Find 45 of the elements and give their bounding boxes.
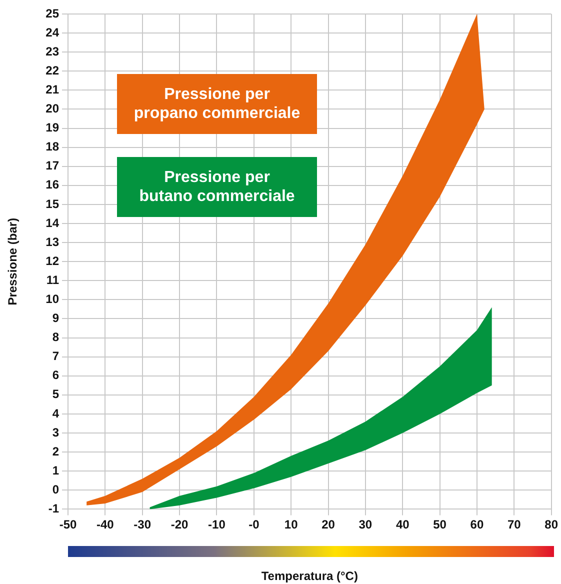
y-tick-label: 24 <box>46 25 60 40</box>
y-tick-label: 19 <box>46 120 60 135</box>
x-tick-label: -30 <box>134 518 152 532</box>
y-tick-label: 21 <box>46 82 60 96</box>
text: Pressione per butano commerciale <box>139 168 295 205</box>
y-tick-label: 13 <box>46 234 60 249</box>
x-tick-label: 80 <box>544 518 558 532</box>
y-tick-label: 16 <box>46 178 60 192</box>
x-tick-label: 60 <box>470 518 484 532</box>
y-tick-label: 12 <box>46 254 60 268</box>
x-tick-label: 10 <box>284 518 298 532</box>
y-tick-label: 7 <box>52 349 60 364</box>
x-tick-label: -0 <box>248 518 260 532</box>
y-tick-label: 18 <box>46 140 60 154</box>
y-tick-label: 9 <box>52 311 60 326</box>
y-tick-label: 1 <box>52 463 60 478</box>
y-tick-label: 14 <box>46 216 60 230</box>
x-axis-title: Temperatura (°C) <box>261 569 358 584</box>
x-tick-label: -10 <box>208 518 226 532</box>
x-tick-label: -50 <box>59 518 77 532</box>
x-tick-label: 20 <box>322 518 336 532</box>
y-tick-label: 3 <box>52 425 60 440</box>
y-tick-label: 15 <box>46 196 60 211</box>
x-tick-label: 40 <box>396 518 410 532</box>
x-tick-label: -20 <box>170 518 189 532</box>
y-tick-label: -1 <box>48 502 60 516</box>
y-tick-label: 23 <box>46 44 60 58</box>
y-tick-label: 22 <box>46 63 60 78</box>
y-tick-label: 17 <box>46 158 60 173</box>
y-tick-label: 10 <box>46 292 60 306</box>
y-tick-label: 4 <box>52 406 60 420</box>
y-tick-label: 25 <box>46 6 60 20</box>
y-tick-label: 6 <box>52 368 60 382</box>
x-tick-label: 30 <box>358 518 372 532</box>
x-tick-label: -40 <box>96 518 114 532</box>
x-tick-label: 50 <box>433 518 447 532</box>
text: Pressione per propano commerciale <box>134 86 300 122</box>
y-tick-label: 5 <box>52 387 60 402</box>
y-tick-label: 0 <box>52 482 60 496</box>
x-tick-label: 70 <box>507 518 522 532</box>
y-tick-label: 2 <box>52 444 60 458</box>
y-tick-label: 8 <box>52 330 60 344</box>
y-tick-label: 11 <box>46 272 60 287</box>
y-axis-title: Pressione (bar) <box>6 218 20 306</box>
y-tick-label: 20 <box>46 102 60 116</box>
